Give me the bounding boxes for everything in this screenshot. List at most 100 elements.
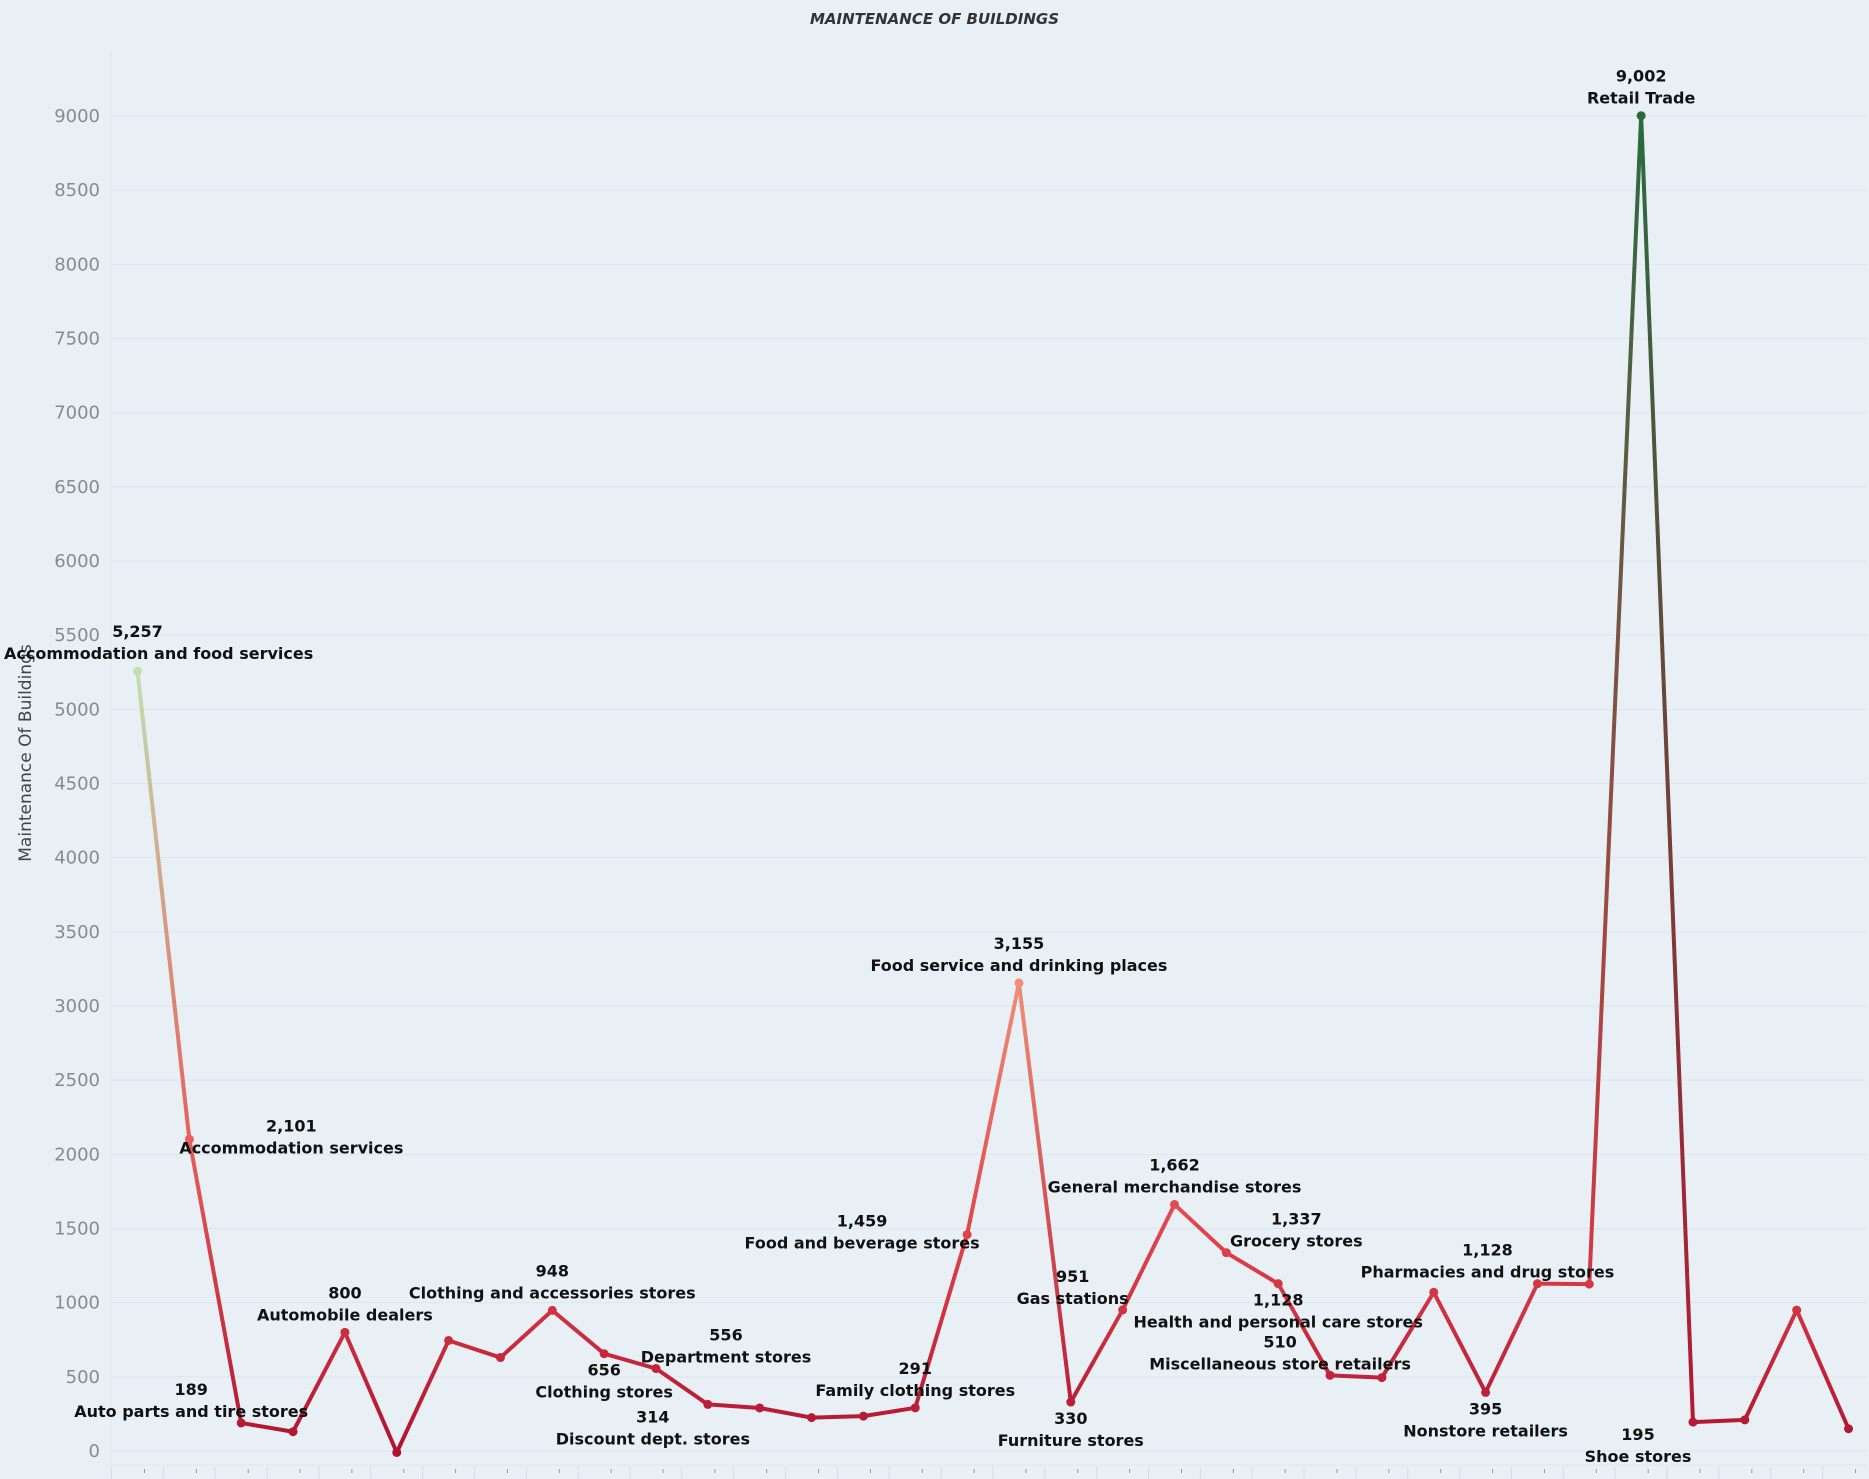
data-label-name: Clothing and accessories stores <box>409 1283 696 1302</box>
data-point[interactable] <box>1118 1305 1128 1315</box>
data-label-value: 800 <box>328 1283 361 1302</box>
data-point[interactable] <box>444 1335 454 1345</box>
series-segment <box>1016 981 1073 1405</box>
data-point[interactable] <box>1688 1417 1698 1427</box>
y-tick-label: 4000 <box>54 848 100 869</box>
data-point[interactable] <box>236 1418 246 1428</box>
series-segment <box>291 1330 347 1434</box>
series-segment <box>602 1351 658 1371</box>
y-tick-label: 7000 <box>54 403 100 424</box>
data-label-value: 656 <box>587 1361 620 1380</box>
y-tick-label: 1000 <box>54 1293 100 1314</box>
y-tick-label: 5500 <box>54 625 100 646</box>
data-point[interactable] <box>1429 1287 1439 1297</box>
data-label-value: 1,662 <box>1149 1155 1200 1174</box>
data-point[interactable] <box>133 666 142 676</box>
data-label-name: Gas stations <box>1017 1289 1129 1308</box>
data-point[interactable] <box>547 1305 557 1315</box>
data-labels: 5,257 Accommodation and food services 2,10… <box>4 67 1695 1466</box>
data-label-name: General merchandise stores <box>1048 1177 1302 1196</box>
y-tick-label: 6000 <box>54 551 100 572</box>
data-point[interactable] <box>1221 1248 1231 1258</box>
data-point[interactable] <box>703 1399 713 1409</box>
data-point[interactable] <box>858 1411 868 1421</box>
data-point[interactable] <box>1014 978 1024 988</box>
data-label-value: 330 <box>1054 1409 1087 1428</box>
series-line <box>135 113 1851 1455</box>
data-point[interactable] <box>340 1327 350 1337</box>
y-tick-label: 3000 <box>54 996 100 1017</box>
y-tick-label: 9000 <box>54 106 100 127</box>
data-point[interactable] <box>1584 1279 1594 1289</box>
data-label-value: 3,155 <box>994 934 1045 953</box>
data-label-value: 5,257 <box>112 622 163 641</box>
data-label-value: 1,128 <box>1462 1241 1513 1260</box>
data-label-value: 948 <box>536 1261 569 1280</box>
chart-title: MAINTENANCE OF BUILDINGS <box>809 10 1060 28</box>
series-segment <box>654 1366 710 1407</box>
data-point[interactable] <box>1636 111 1646 121</box>
data-point[interactable] <box>184 1134 194 1144</box>
data-label-name: Food service and drinking places <box>870 956 1167 975</box>
data-point[interactable] <box>962 1230 972 1240</box>
series-segment <box>861 1405 918 1419</box>
data-label-value: 510 <box>1263 1332 1296 1351</box>
y-tick-label: 8500 <box>54 180 100 201</box>
series-segment <box>135 669 192 1142</box>
y-tick-label: 1500 <box>54 1219 100 1240</box>
y-tick-label: 5000 <box>54 699 100 720</box>
data-point[interactable] <box>1792 1305 1802 1315</box>
x-axis-ticks <box>111 1464 1866 1479</box>
series-segment <box>239 1420 296 1434</box>
data-point[interactable] <box>1844 1424 1854 1434</box>
series-segment <box>913 1232 970 1410</box>
data-label-value: 2,101 <box>266 1116 317 1135</box>
series-segment <box>705 1402 762 1410</box>
data-point[interactable] <box>1325 1370 1335 1380</box>
data-label-name: Furniture stores <box>998 1431 1144 1450</box>
data-point[interactable] <box>807 1413 817 1423</box>
data-point[interactable] <box>288 1427 298 1437</box>
series-segment <box>187 1137 244 1425</box>
y-tick-label: 6500 <box>54 477 100 498</box>
data-label-value: 1,128 <box>1253 1291 1304 1310</box>
data-label-value: 951 <box>1056 1267 1089 1286</box>
data-point[interactable] <box>392 1447 402 1457</box>
data-label-name: Accommodation services <box>179 1138 403 1157</box>
data-point[interactable] <box>1066 1397 1076 1407</box>
series-segment <box>446 1338 503 1360</box>
series-segment <box>1224 1250 1281 1286</box>
y-tick-label: 0 <box>89 1441 100 1462</box>
data-point[interactable] <box>651 1364 661 1374</box>
y-tick-label: 2500 <box>54 1070 100 1091</box>
data-point[interactable] <box>599 1349 609 1359</box>
data-point[interactable] <box>1532 1279 1542 1289</box>
data-label-value: 1,459 <box>837 1212 888 1231</box>
series-segment <box>1379 1290 1436 1380</box>
series-segment <box>1276 1281 1333 1378</box>
series-segment <box>1587 113 1644 1287</box>
series-segment <box>809 1414 866 1420</box>
series-segment <box>342 1330 399 1455</box>
data-label-value: 556 <box>709 1326 742 1345</box>
data-point[interactable] <box>755 1403 765 1413</box>
series-segment <box>550 1308 607 1356</box>
data-point[interactable] <box>1481 1387 1491 1397</box>
data-label-name: Health and personal care stores <box>1134 1313 1423 1332</box>
series-segment <box>1483 1281 1540 1395</box>
data-point[interactable] <box>495 1353 505 1363</box>
data-label-name: Auto parts and tire stores <box>74 1402 308 1421</box>
data-point[interactable] <box>910 1403 920 1413</box>
series-segment <box>1172 1202 1229 1255</box>
data-label-name: Accommodation and food services <box>4 644 313 663</box>
data-label-name: Automobile dealers <box>257 1305 433 1324</box>
series-segment <box>1068 1307 1125 1405</box>
data-point[interactable] <box>1377 1373 1387 1383</box>
data-point[interactable] <box>1740 1415 1750 1425</box>
series-segment <box>757 1405 814 1420</box>
data-point[interactable] <box>1170 1199 1179 1209</box>
data-label-name: Family clothing stores <box>815 1381 1015 1400</box>
data-point[interactable] <box>1273 1279 1283 1289</box>
